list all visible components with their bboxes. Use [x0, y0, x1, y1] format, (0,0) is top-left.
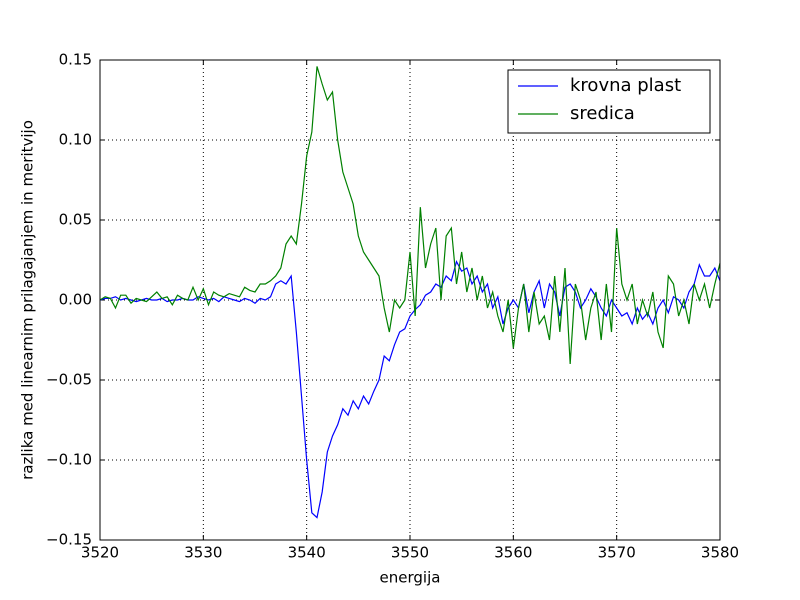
legend-label: krovna plast [570, 75, 681, 96]
x-tick-label: 3540 [288, 544, 326, 562]
y-tick-label: −0.05 [46, 371, 92, 389]
legend-box [507, 69, 711, 134]
plot-frame [99, 59, 721, 541]
x-tick-label: 3570 [598, 544, 636, 562]
x-tick-label: 3550 [391, 544, 429, 562]
y-tick-label: −0.10 [46, 451, 92, 469]
y-tick-label: 0.05 [59, 211, 92, 229]
y-tick-label: 0.10 [59, 131, 92, 149]
y-tick-label: 0.00 [59, 291, 92, 309]
y-tick-label: −0.15 [46, 531, 92, 549]
y-tick-label: 0.15 [59, 51, 92, 69]
x-tick-label: 3580 [701, 544, 739, 562]
data-line [99, 259, 721, 519]
x-tick-label: 3520 [81, 544, 119, 562]
x-tick-label: 3530 [184, 544, 222, 562]
legend-label: sredica [570, 103, 635, 124]
data-line [99, 66, 721, 365]
x-tick-label: 3560 [494, 544, 532, 562]
x-axis-label: energija [380, 569, 441, 587]
y-axis-label: razlika med linearnim prilagajanjem in m… [19, 120, 37, 480]
